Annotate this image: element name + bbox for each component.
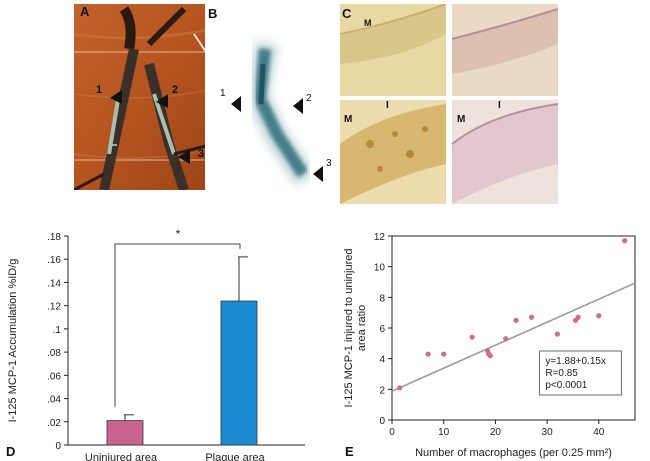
panel-c-image bbox=[340, 4, 650, 204]
panel-b-marker-1: 1 bbox=[220, 88, 226, 99]
y-tick-label: .18 bbox=[47, 232, 61, 243]
y-tick-label: .1 bbox=[53, 325, 62, 336]
panel-e-letter: E bbox=[345, 444, 354, 459]
arrow-1-icon bbox=[110, 90, 122, 104]
panel-c-artwork bbox=[340, 4, 559, 204]
arrow-3-icon bbox=[313, 166, 323, 182]
arrow-1-icon bbox=[231, 96, 241, 112]
y-tick-label: .06 bbox=[47, 371, 61, 382]
regression-line bbox=[391, 282, 636, 392]
y-axis-label-line-2: area ratio bbox=[356, 305, 368, 351]
data-point bbox=[575, 314, 581, 320]
panel-c-letter: C bbox=[342, 6, 352, 21]
data-point bbox=[425, 351, 431, 357]
panel-a-marker-1: 1 bbox=[96, 84, 103, 96]
significance-star: * bbox=[176, 227, 181, 241]
y-tick-label: 4 bbox=[379, 355, 385, 366]
panel-a-artwork bbox=[74, 4, 214, 190]
x-tick-label: 40 bbox=[593, 427, 605, 438]
y-tick-label: .16 bbox=[47, 255, 61, 266]
data-point bbox=[528, 314, 535, 320]
panel-a-image bbox=[74, 4, 214, 190]
y-axis-label: I-125 MCP-1 injured to uninjuredarea rat… bbox=[343, 249, 368, 408]
panel-d-letter: D bbox=[6, 444, 16, 459]
panel-b-marker-2: 2 bbox=[306, 93, 312, 104]
y-tick-label: 8 bbox=[379, 293, 385, 304]
panel-c-label-i1: I bbox=[386, 100, 389, 111]
data-point bbox=[469, 334, 475, 340]
data-point bbox=[596, 313, 602, 319]
y-tick-label: 0 bbox=[379, 416, 385, 427]
panel-b-letter: B bbox=[208, 6, 218, 21]
significance-bracket bbox=[114, 243, 241, 407]
y-axis-label: I-125 MCP-1 Accumulation %ID/g bbox=[7, 259, 19, 423]
data-point bbox=[397, 385, 403, 391]
panel-c-label-i2: I bbox=[498, 100, 501, 111]
arrow-3-icon bbox=[178, 150, 190, 164]
y-tick-label: .08 bbox=[47, 348, 61, 359]
panel-b-image bbox=[205, 4, 333, 200]
panel-a-marker-2: 2 bbox=[172, 84, 179, 96]
y-axis-label-line-1: I-125 MCP-1 injured to uninjured bbox=[343, 249, 355, 408]
arrow-2-icon bbox=[156, 94, 168, 108]
y-tick-label: 2 bbox=[379, 385, 385, 396]
data-point bbox=[487, 353, 493, 359]
y-tick-label: .12 bbox=[47, 302, 61, 313]
stats-box bbox=[538, 350, 622, 396]
x-tick-label: Uninjured area bbox=[85, 452, 158, 461]
x-tick-label: 30 bbox=[542, 427, 554, 438]
panel-c-label-m1: M bbox=[364, 18, 372, 28]
x-tick-label: 0 bbox=[389, 427, 395, 438]
panel-b-artwork bbox=[205, 4, 333, 200]
panel-a-marker-3: 3 bbox=[198, 148, 205, 160]
stats-line: p<0.0001 bbox=[545, 380, 587, 391]
y-tick-label: 6 bbox=[379, 324, 385, 335]
x-tick-label: Plaque area bbox=[205, 452, 265, 461]
panel-c-label-m2: M bbox=[344, 114, 353, 125]
data-point bbox=[554, 331, 561, 337]
data-point bbox=[622, 238, 628, 244]
panel-b-marker-3: 3 bbox=[326, 158, 332, 169]
arrow-2-icon bbox=[293, 98, 303, 114]
y-tick-label: 12 bbox=[374, 232, 386, 243]
x-tick-label: 10 bbox=[438, 427, 450, 438]
y-tick-label: .04 bbox=[47, 395, 61, 406]
stats-line: R=0.85 bbox=[545, 368, 578, 379]
stats-line: y=1.88+0.15x bbox=[545, 356, 606, 367]
data-point bbox=[513, 317, 519, 323]
bar bbox=[106, 420, 144, 446]
x-axis-label: Number of macrophages (per 0.25 mm²) bbox=[415, 447, 612, 459]
y-tick-label: 0 bbox=[55, 441, 61, 452]
y-tick-label: 10 bbox=[374, 263, 386, 274]
y-tick-label: .02 bbox=[47, 418, 61, 429]
bar bbox=[220, 300, 258, 446]
panel-c-label-m3: M bbox=[457, 114, 466, 125]
y-tick-label: .14 bbox=[47, 278, 61, 289]
data-point bbox=[503, 336, 509, 342]
x-tick-label: 20 bbox=[490, 427, 502, 438]
data-point bbox=[441, 351, 447, 357]
panel-a-letter: A bbox=[80, 4, 90, 19]
